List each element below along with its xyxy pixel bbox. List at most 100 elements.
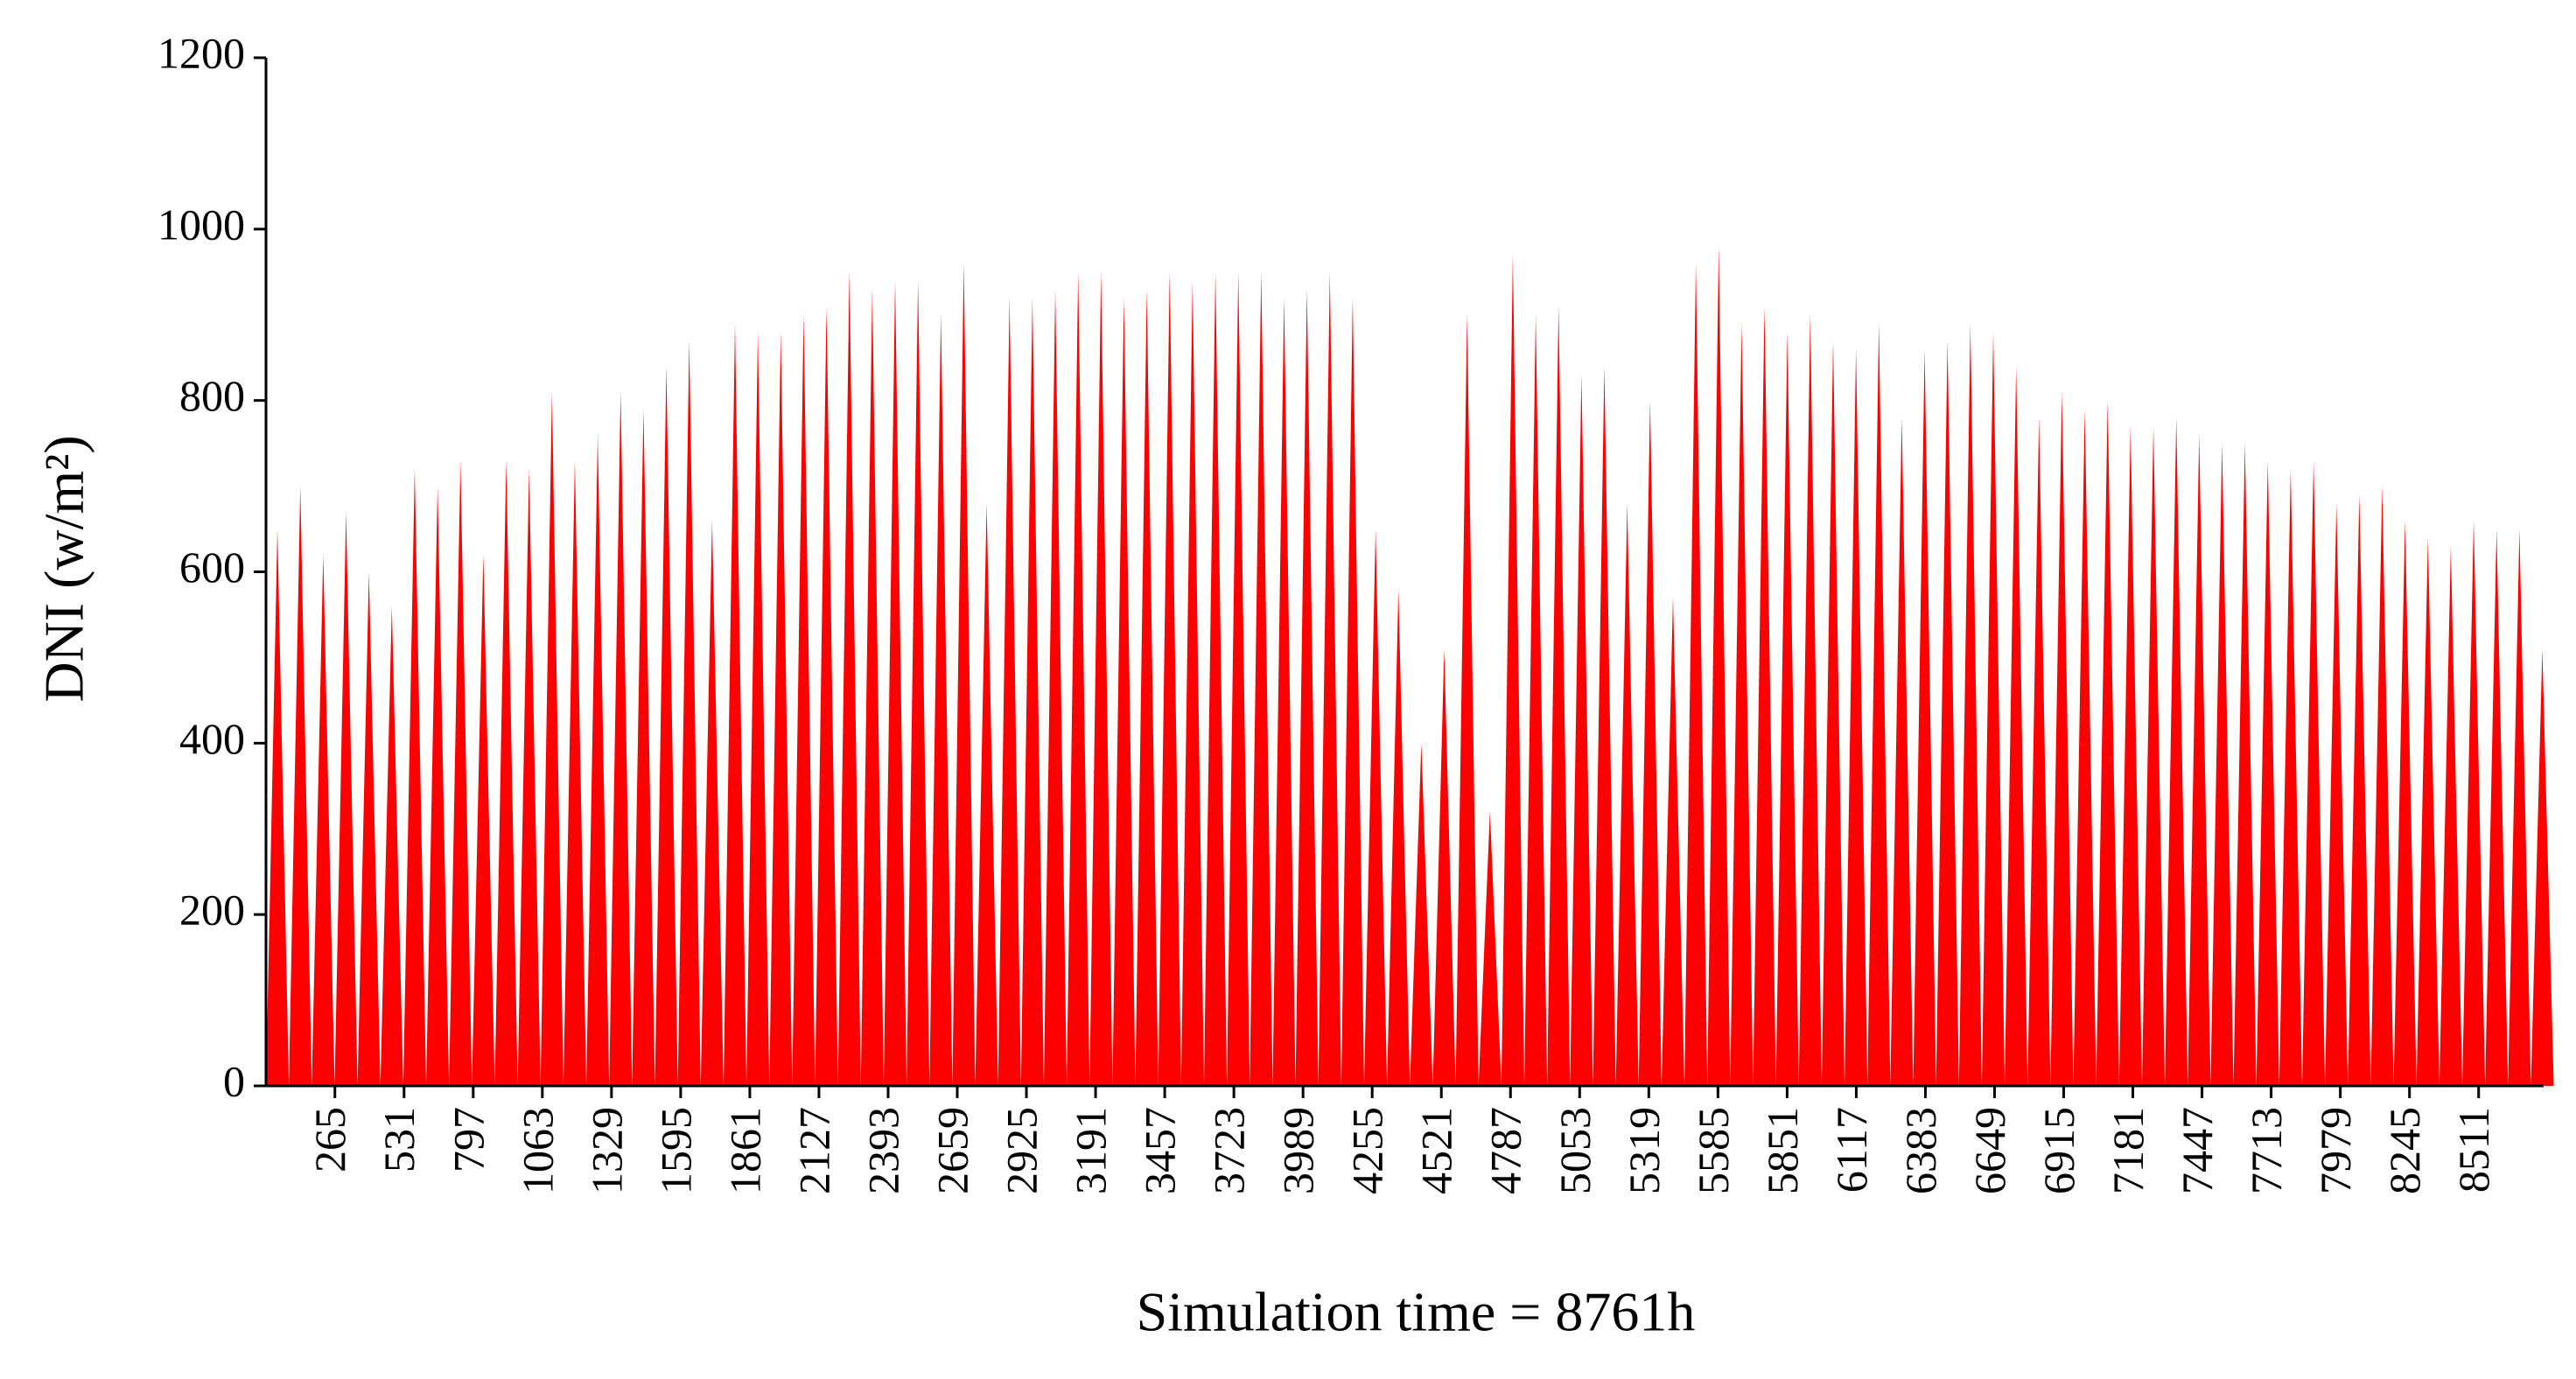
x-tick-label: 7181: [2104, 1107, 2152, 1194]
dni-spike: [1272, 298, 1296, 1087]
dni-spike: [654, 366, 678, 1086]
x-tick-label: 797: [444, 1107, 493, 1172]
dni-spike: [1410, 743, 1433, 1086]
x-tick-label: 531: [374, 1107, 424, 1172]
y-tick-label: 1200: [158, 28, 245, 77]
x-tick-label: 3457: [1136, 1107, 1185, 1194]
dni-spike: [952, 263, 976, 1086]
dni-spike: [1684, 263, 1708, 1086]
dni-spike: [1753, 305, 1776, 1086]
y-axis-title: DNI (w/m²): [33, 435, 95, 702]
dni-spike: [2165, 417, 2188, 1086]
dni-spike: [769, 332, 793, 1086]
dni-spike: [1295, 289, 1319, 1086]
dni-spike: [2118, 426, 2142, 1087]
x-tick-label: 265: [305, 1107, 354, 1172]
dni-spike: [2393, 520, 2417, 1086]
x-tick-label: 2393: [858, 1107, 907, 1194]
x-tick-label: 7979: [2311, 1107, 2360, 1194]
x-tick-label: 3191: [1067, 1107, 1116, 1194]
dni-spike: [1180, 280, 1204, 1086]
dni-spike: [1250, 271, 1273, 1087]
dni-spike: [1203, 271, 1228, 1087]
dni-spike: [1112, 298, 1136, 1087]
dni-spike: [1043, 289, 1068, 1086]
y-tick-label: 800: [179, 371, 245, 420]
dni-spike: [2530, 648, 2554, 1086]
x-tick-label: 2659: [928, 1107, 976, 1194]
dni-spike: [1020, 298, 1044, 1087]
dni-spike: [517, 469, 541, 1086]
dni-spike: [402, 469, 427, 1086]
dni-spike: [2485, 528, 2509, 1086]
dni-spike: [883, 280, 907, 1086]
dni-spike: [289, 486, 312, 1086]
dni-spike: [1478, 811, 1502, 1086]
x-tick-label: 5585: [1689, 1107, 1738, 1194]
dni-spike: [563, 460, 587, 1086]
dni-spike: [2325, 503, 2348, 1086]
dni-spike: [1387, 589, 1410, 1086]
x-tick-label: 4255: [1343, 1107, 1392, 1194]
dni-spike: [1340, 298, 1365, 1087]
dni-spike: [2301, 460, 2326, 1086]
dni-spike: [860, 289, 884, 1086]
dni-spike: [266, 528, 290, 1086]
dni-spike: [1158, 271, 1181, 1087]
x-tick-label: 1595: [651, 1107, 700, 1194]
dni-spike: [1638, 400, 1662, 1087]
dni-spike: [586, 434, 610, 1086]
dni-spike: [380, 606, 403, 1086]
x-tick-label: 4787: [1481, 1107, 1530, 1194]
x-tick-label: 2127: [789, 1107, 838, 1194]
dni-spike: [312, 554, 335, 1086]
dni-spike: [1455, 314, 1479, 1086]
y-tick-label: 200: [179, 886, 245, 934]
dni-spike: [1615, 503, 1639, 1086]
dni-spike: [334, 511, 358, 1086]
x-tick-label: 6915: [2034, 1107, 2083, 1194]
dni-spike: [540, 391, 564, 1086]
dni-spike: [746, 332, 770, 1086]
dni-spike: [1570, 374, 1593, 1087]
dni-spike: [2439, 546, 2463, 1086]
dni-spike: [906, 280, 930, 1086]
dni-spike: [2233, 443, 2257, 1086]
dni-spike: [2210, 443, 2234, 1086]
x-tick-label: 1063: [513, 1107, 562, 1194]
dni-spike: [2005, 366, 2028, 1086]
x-tick-label: 8245: [2380, 1107, 2429, 1194]
dni-spike: [1936, 340, 1959, 1086]
x-tick-label: 3989: [1274, 1107, 1323, 1194]
x-tick-label: 7447: [2173, 1107, 2222, 1194]
dni-spike: [1547, 305, 1571, 1086]
x-tick-label: 7713: [2242, 1107, 2291, 1194]
dni-spike: [1592, 366, 1616, 1086]
dni-spike: [357, 571, 381, 1086]
x-axis-title: Simulation time = 8761h: [1137, 1281, 1696, 1343]
dni-spike: [677, 340, 701, 1086]
dni-spike: [837, 271, 861, 1087]
dni-spike: [1135, 289, 1158, 1086]
dni-spike: [1913, 348, 1936, 1087]
dni-spike: [2416, 537, 2440, 1086]
x-tick-label: 8511: [2449, 1107, 2498, 1193]
dni-spike: [2462, 520, 2486, 1086]
dni-spike: [1318, 271, 1341, 1087]
dni-spike: [1730, 323, 1754, 1087]
dni-spike: [494, 460, 518, 1086]
dni-spike: [2256, 460, 2279, 1086]
dni-spike: [1364, 528, 1388, 1086]
dni-spike: [998, 298, 1021, 1087]
y-tick-label: 600: [179, 542, 245, 592]
dni-spike: [1844, 348, 1868, 1087]
y-tick-label: 1000: [158, 200, 245, 248]
dni-spike: [2278, 469, 2302, 1086]
x-tick-label: 6649: [1965, 1107, 2014, 1194]
dni-spike: [1661, 597, 1685, 1086]
x-tick-label: 1329: [582, 1107, 631, 1194]
dni-spike: [2027, 417, 2051, 1086]
dni-spike: [1707, 246, 1731, 1087]
x-tick-label: 4521: [1412, 1107, 1461, 1194]
